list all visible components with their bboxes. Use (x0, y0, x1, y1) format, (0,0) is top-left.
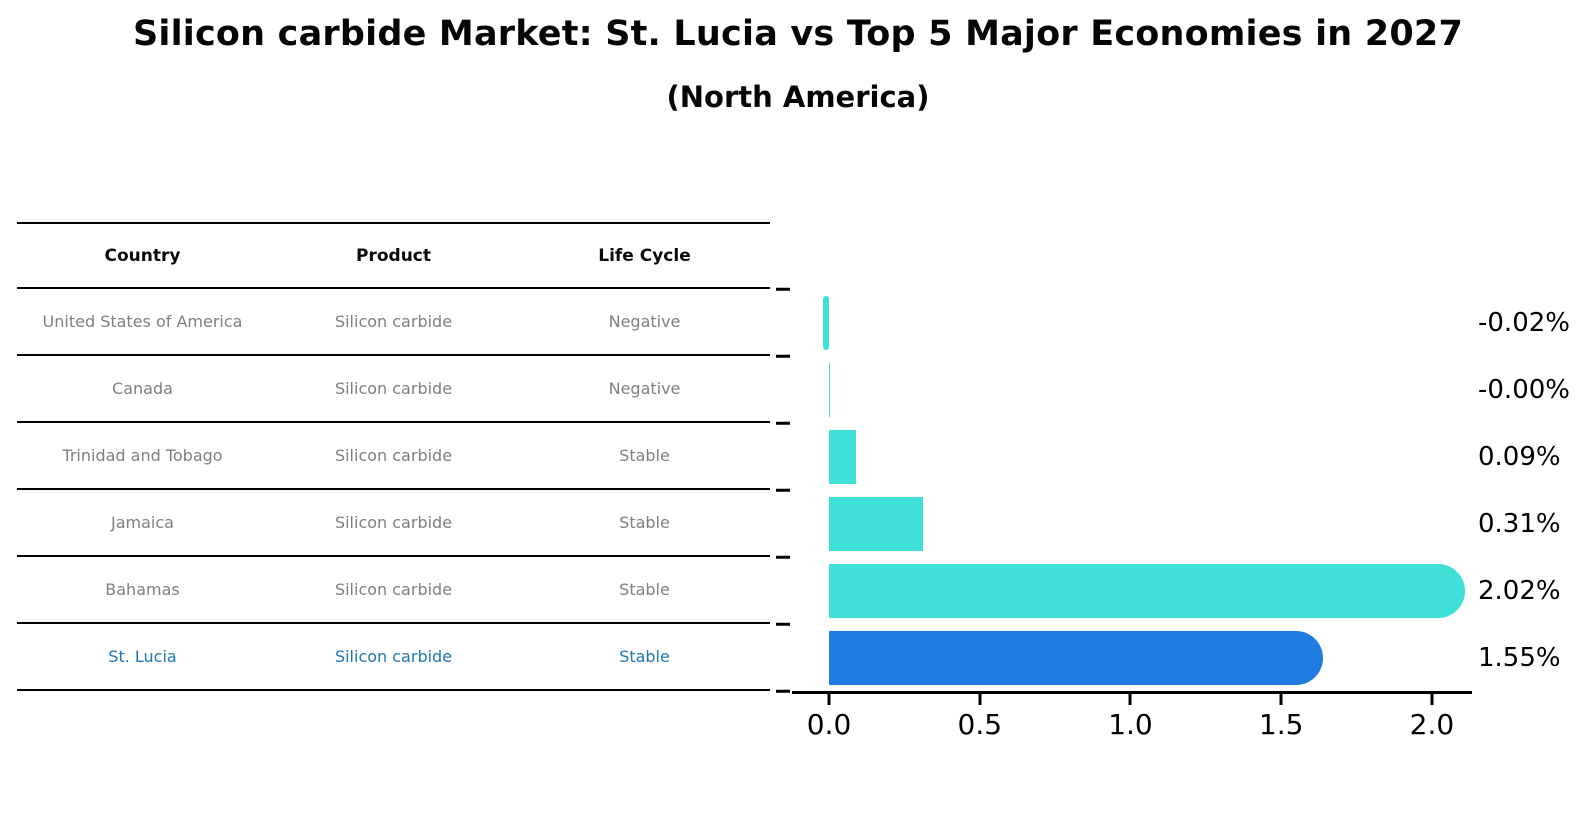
y-axis-tick (776, 287, 790, 291)
bar-row: 0.31% (792, 490, 1561, 557)
value-label: -0.02% (1478, 307, 1570, 338)
value-label: -0.00% (1478, 374, 1570, 405)
table-row: Canada Silicon carbide Negative (17, 356, 770, 423)
x-axis-tick-label: 0.5 (957, 708, 1003, 741)
y-axis-tick (776, 488, 790, 492)
value-bar (829, 362, 831, 417)
x-axis-tick (978, 694, 982, 705)
table-cell-country: St. Lucia (108, 647, 177, 666)
x-axis-tick-label: 1.0 (1108, 708, 1153, 741)
table-row: Trinidad and Tobago Silicon carbide Stable (17, 423, 770, 490)
bar-row: -0.02% (792, 289, 1570, 356)
table-header-row: Country Product Life Cycle (17, 222, 770, 289)
value-bar (829, 630, 1324, 685)
value-label: 0.09% (1478, 441, 1561, 472)
table-cell-product: Silicon carbide (334, 647, 453, 666)
bar-row: 1.55% (792, 624, 1561, 691)
table-cell-life-cycle: Stable (619, 513, 670, 532)
x-axis-tick-label: 2.0 (1409, 708, 1455, 741)
value-bar (823, 295, 830, 350)
table-cell-product: Silicon carbide (334, 446, 453, 465)
table-row: St. Lucia Silicon carbide Stable (17, 624, 770, 691)
table-cell-product: Silicon carbide (334, 312, 453, 331)
value-bar (829, 496, 923, 551)
chart-title: Silicon carbide Market: St. Lucia vs Top… (132, 14, 1464, 54)
y-axis-tick (776, 622, 790, 626)
y-axis-tick (776, 555, 790, 559)
table-body: United States of America Silicon carbide N… (17, 289, 770, 691)
table-row: United States of America Silicon carbide N… (17, 289, 770, 356)
bar-row: -0.00% (792, 356, 1570, 423)
y-axis-tick (776, 354, 790, 358)
header-cell-product: Product (356, 245, 431, 266)
chart-subtitle: (North America) (666, 80, 930, 114)
y-axis-tick (776, 421, 790, 425)
comparison-table: Country Product Life Cycle United States… (17, 222, 770, 691)
table-cell-country: United States of America (42, 312, 243, 331)
x-axis-tick-label: 0.0 (806, 708, 852, 741)
x-axis-tick (1128, 694, 1132, 705)
x-axis-tick (1279, 694, 1283, 705)
bar-chart-plot-area: -0.02% -0.00% 0.09% 0.31% 2.02% 1.55% 0.0 0.5 1… (776, 287, 1570, 741)
value-bar (829, 563, 1465, 618)
header-cell-life-cycle: Life Cycle (598, 245, 691, 266)
table-cell-life-cycle: Stable (619, 647, 670, 666)
table-cell-life-cycle: Negative (608, 312, 681, 331)
bar-row: 0.09% (792, 423, 1561, 490)
table-cell-life-cycle: Negative (608, 379, 681, 398)
table-row: Jamaica Silicon carbide Stable (17, 490, 770, 557)
value-label: 2.02% (1478, 575, 1561, 606)
x-axis-tick (1430, 694, 1434, 705)
table-cell-country: Bahamas (105, 580, 180, 599)
table-cell-product: Silicon carbide (334, 379, 453, 398)
header-cell-country: Country (104, 245, 181, 266)
table-cell-life-cycle: Stable (619, 580, 670, 599)
value-label: 1.55% (1478, 642, 1561, 673)
value-bar (829, 429, 857, 484)
table-cell-country: Canada (112, 379, 173, 398)
bar-rows: -0.02% -0.00% 0.09% 0.31% 2.02% 1.55% (792, 289, 1570, 691)
y-axis-tick (776, 689, 790, 693)
table-cell-product: Silicon carbide (334, 513, 453, 532)
bar-row: 2.02% (792, 557, 1561, 624)
x-axis: 0.0 0.5 1.0 1.5 2.0 (792, 694, 1472, 741)
x-axis-tick (827, 694, 831, 705)
table-row: Bahamas Silicon carbide Stable (17, 557, 770, 624)
value-label: 0.31% (1478, 508, 1561, 539)
table-cell-country: Jamaica (111, 513, 174, 532)
x-axis-tick-label: 1.5 (1258, 708, 1304, 741)
table-cell-product: Silicon carbide (334, 580, 453, 599)
table-cell-life-cycle: Stable (619, 446, 670, 465)
table-cell-country: Trinidad and Tobago (62, 446, 223, 465)
